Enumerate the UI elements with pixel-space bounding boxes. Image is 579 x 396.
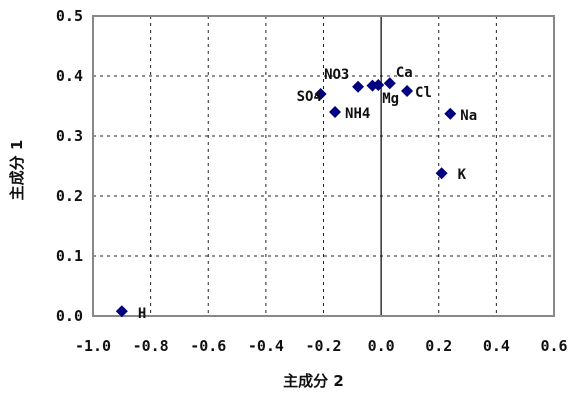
plot-frame: [92, 15, 555, 317]
point-label: H: [138, 306, 146, 322]
data-point: [401, 85, 414, 97]
y-tick-label: 0.1: [56, 247, 83, 265]
x-tick-label: -0.6: [190, 337, 226, 355]
point-label: Ca: [396, 65, 413, 81]
data-point: [435, 167, 448, 180]
y-tick-label: 0.5: [56, 7, 83, 25]
x-tick-label: 0.4: [483, 337, 510, 355]
data-points: [115, 77, 457, 318]
grid-lines: [93, 16, 554, 316]
y-tick-labels: 0.0 0.1 0.2 0.3 0.4 0.5: [56, 7, 83, 325]
x-tick-label: -1.0: [75, 337, 111, 355]
x-tick-label: 0.0: [368, 337, 395, 355]
point-label: Mg: [382, 91, 399, 107]
y-tick-label: 0.3: [56, 127, 83, 145]
point-label: Cl: [415, 85, 432, 101]
data-point: [352, 80, 365, 93]
y-tick-label: 0.0: [56, 307, 83, 325]
x-tick-label: -0.2: [305, 337, 341, 355]
x-tick-label: 0.2: [425, 337, 452, 355]
point-label: NH4: [345, 106, 370, 122]
y-tick-label: 0.4: [56, 67, 83, 85]
y-axis-label: 主成分 1: [8, 140, 26, 201]
x-axis-label: 主成分 2: [283, 372, 344, 390]
data-point: [444, 107, 457, 120]
y-tick-label: 0.2: [56, 187, 83, 205]
point-label: Na: [460, 108, 477, 124]
data-point: [329, 106, 342, 118]
data-point: [372, 79, 385, 91]
point-label: SO4: [297, 89, 322, 105]
x-tick-label: -0.8: [133, 337, 169, 355]
x-tick-labels: -1.0 -0.8 -0.6 -0.4 -0.2 0.0 0.2 0.4 0.6: [75, 337, 568, 355]
data-point: [314, 88, 327, 100]
point-label: K: [458, 167, 467, 183]
x-tick-label: 0.6: [540, 337, 567, 355]
point-label: NO3: [324, 67, 349, 83]
data-point: [383, 77, 396, 90]
x-tick-label: -0.4: [248, 337, 284, 355]
data-point: [115, 305, 128, 318]
